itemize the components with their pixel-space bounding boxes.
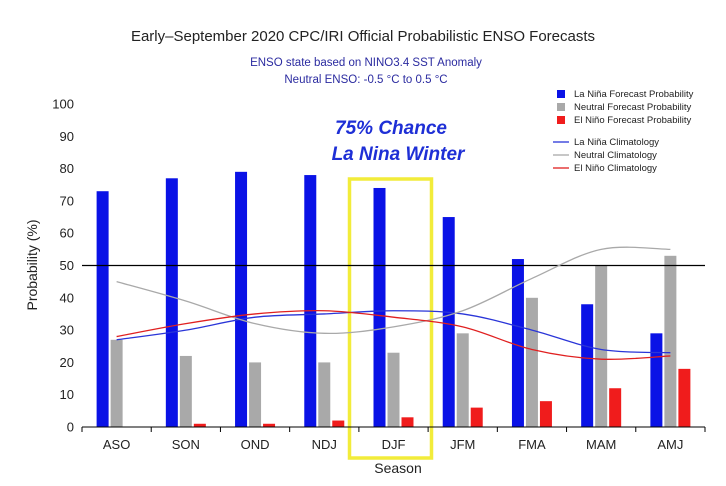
bar-neutral-aso xyxy=(110,339,123,427)
bar-elnino-djf xyxy=(401,417,414,427)
bar-elnino-jfm xyxy=(470,407,483,427)
bar-lanina-amj xyxy=(650,333,663,427)
bar-neutral-mam xyxy=(595,265,608,427)
y-tick-label: 80 xyxy=(60,161,74,176)
line-elnino_clim xyxy=(116,309,671,361)
x-tick-label-aso: ASO xyxy=(103,437,130,452)
bar-neutral-son xyxy=(179,355,192,427)
bar-lanina-son xyxy=(165,178,178,427)
bar-lanina-fma xyxy=(511,259,524,427)
y-tick-label: 20 xyxy=(60,355,74,370)
x-tick-label-ond: OND xyxy=(241,437,270,452)
x-tick-label-amj: AMJ xyxy=(657,437,683,452)
chart-subtitle-line-1: ENSO state based on NINO3.4 SST Anomaly xyxy=(250,57,482,69)
legend-label-neutral: Neutral Forecast Probability xyxy=(574,102,691,113)
chart-subtitle-line-2: Neutral ENSO: -0.5 °C to 0.5 °C xyxy=(284,74,447,86)
legend-label-lanina: La Niña Forecast Probability xyxy=(574,89,694,100)
legend-label-lanina_clim: La Niña Climatology xyxy=(574,137,659,148)
chart-legend: La Niña Forecast Probability Neutral Fore… xyxy=(553,89,694,174)
x-tick-label-son: SON xyxy=(172,437,200,452)
annotation-line-1: 75% Chance xyxy=(335,118,447,139)
bar-lanina-ndj xyxy=(304,175,317,427)
x-tick-label-ndj: NDJ xyxy=(312,437,337,452)
bar-lanina-mam xyxy=(581,304,594,427)
line-neutral_clim xyxy=(116,246,671,335)
bar-lanina-aso xyxy=(96,191,109,427)
bar-neutral-amj xyxy=(664,255,677,427)
legend-swatch-elnino xyxy=(557,116,565,124)
bar-lanina-ond xyxy=(235,171,248,427)
legend-label-neutral_clim: Neutral Climatology xyxy=(574,150,657,161)
y-tick-label: 50 xyxy=(60,258,74,273)
bar-elnino-amj xyxy=(678,368,691,427)
bar-elnino-ond xyxy=(263,423,276,427)
bar-elnino-fma xyxy=(539,401,552,427)
legend-swatch-lanina xyxy=(557,90,565,98)
highlight-box-djf xyxy=(347,177,434,460)
x-axis-label: Season xyxy=(374,460,421,476)
chart-title: Early–September 2020 CPC/IRI Official Pr… xyxy=(131,28,595,45)
x-tick-label-jfm: JFM xyxy=(450,437,475,452)
x-tick-label-djf: DJF xyxy=(382,437,406,452)
bar-lanina-jfm xyxy=(442,217,455,427)
x-tick-label-mam: MAM xyxy=(586,437,616,452)
bar-neutral-djf xyxy=(387,352,400,427)
y-tick-label: 30 xyxy=(60,323,74,338)
annotation-line-2: La Nina Winter xyxy=(332,144,466,165)
legend-label-elnino_clim: El Niño Climatology xyxy=(574,163,657,174)
y-tick-label: 90 xyxy=(60,129,74,144)
y-tick-label: 40 xyxy=(60,290,74,305)
bar-neutral-jfm xyxy=(456,333,469,427)
bar-neutral-ndj xyxy=(318,362,331,427)
line-lanina_clim xyxy=(116,310,671,354)
y-tick-label: 100 xyxy=(52,97,74,112)
y-tick-label: 70 xyxy=(60,193,74,208)
legend-swatch-neutral xyxy=(557,103,565,111)
bar-lanina-djf xyxy=(373,187,386,427)
y-tick-label: 0 xyxy=(67,420,74,435)
bar-elnino-ndj xyxy=(332,420,345,427)
y-tick-label: 60 xyxy=(60,226,74,241)
bar-elnino-son xyxy=(193,423,206,427)
x-tick-label-fma: FMA xyxy=(518,437,546,452)
y-tick-label: 10 xyxy=(60,387,74,402)
bar-elnino-mam xyxy=(609,388,622,427)
bar-neutral-fma xyxy=(525,297,538,427)
y-axis-label: Probability (%) xyxy=(24,219,40,310)
bar-neutral-ond xyxy=(249,362,262,427)
legend-label-elnino: El Niño Forecast Probability xyxy=(574,115,691,126)
